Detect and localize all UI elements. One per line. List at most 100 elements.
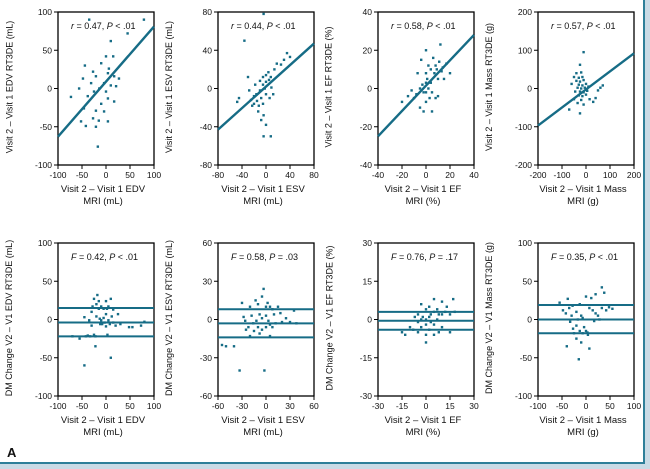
x-tick-label: -60	[212, 401, 225, 411]
y-tick-label: 0	[207, 315, 212, 325]
data-points	[69, 18, 146, 148]
regression-line	[377, 34, 475, 138]
y-axis-ticks: 100 50 0 -50 -100	[35, 7, 58, 170]
y-axis-label: DM Change V2 – V1 EDV RT3DE (mL)	[4, 239, 14, 397]
x-tick-label: 0	[424, 170, 429, 180]
agreement-lines	[378, 310, 474, 331]
scatter-plot-edv-correlation: -100 -50 0 50 100 100 50 0 -50 -100 r = 0.47, P < …	[35, 7, 161, 180]
y-axis-ticks: 40 20 0 -20 -40	[360, 7, 378, 170]
scatter-plot-mass-correlation: -200 -100 0 100 200 200 100 0 -100 -200 r = 0.57, …	[515, 7, 641, 180]
y-tick-label: 30	[363, 238, 373, 248]
y-tick-label: 15	[363, 276, 373, 286]
x-tick-label: 100	[147, 401, 161, 411]
figure-letter: A	[7, 445, 17, 460]
panel-mass-agreement: DM Change V2 – V1 Mass RT3DE (g) -100 -50…	[481, 232, 644, 454]
x-tick-label: -50	[556, 401, 569, 411]
y-tick-label: 40	[203, 45, 213, 55]
scatter-plot-grid: Visit 2 – Visit 1 EDV RT3DE (mL) -100 -50…	[1, 1, 644, 454]
x-axis-ticks: -100 -50 0 50 100	[49, 165, 161, 180]
stat-annotation: r = 0.58, P < .01	[391, 21, 456, 31]
y-tick-label: -40	[200, 122, 213, 132]
y-tick-label: 100	[518, 238, 532, 248]
data-points	[400, 43, 452, 113]
data-points	[71, 293, 146, 367]
x-axis-ticks: -80 -40 0 40 80	[212, 165, 319, 180]
x-tick-label: 100	[603, 170, 617, 180]
x-tick-label: 0	[424, 401, 429, 411]
x-axis-ticks: -30 -15 0 15 30	[372, 396, 479, 411]
data-points	[558, 286, 614, 361]
y-tick-label: -30	[200, 353, 213, 363]
x-axis-label: Visit 2 – Visit 1 EF MRI (%)	[384, 415, 462, 439]
scatter-plot-mass-agreement: -100 -50 0 50 100 100 50 0 -50 -100 F = 0.35, P < …	[515, 238, 641, 411]
x-axis-label: Visit 2 – Visit 1 EDV MRI (mL)	[60, 184, 146, 208]
y-tick-label: 0	[527, 84, 532, 94]
y-tick-label: 20	[363, 45, 373, 55]
x-tick-label: -15	[396, 401, 409, 411]
y-tick-label: 100	[38, 7, 52, 17]
y-tick-label: 0	[367, 315, 372, 325]
x-axis-ticks: -40 -20 0 20 40	[372, 165, 479, 180]
axis-box	[57, 11, 155, 166]
y-tick-label: 100	[38, 238, 52, 248]
y-tick-label: -100	[35, 391, 52, 401]
panel-esv-agreement: DM Change V2 – V1 ESV RT3DE (mL) -60 -30 0…	[161, 232, 321, 454]
scatter-plot-esv-agreement: -60 -30 0 30 60 60 30 0 -30 -60 F = 0.58, P = .03	[200, 238, 319, 411]
x-tick-label: 0	[264, 170, 269, 180]
x-tick-label: -80	[212, 170, 225, 180]
x-axis-ticks: -200 -100 0 100 200	[529, 165, 641, 180]
x-tick-label: -50	[76, 401, 89, 411]
x-tick-label: 0	[584, 170, 589, 180]
y-tick-label: -50	[40, 353, 53, 363]
y-tick-label: -40	[360, 160, 373, 170]
y-tick-label: -30	[360, 391, 373, 401]
x-tick-label: -30	[372, 401, 385, 411]
y-tick-label: -200	[515, 160, 532, 170]
agreement-lines	[538, 303, 634, 335]
x-tick-label: 30	[469, 401, 479, 411]
x-axis-label: Visit 2 – Visit 1 ESV MRI (mL)	[221, 184, 305, 208]
data-points	[400, 297, 456, 344]
x-tick-label: 0	[104, 170, 109, 180]
scatter-plot-ef-agreement: -30 -15 0 15 30 30 15 0 -15 -30 F = 0.76, P = .17	[360, 238, 479, 411]
x-axis-label: Visit 2 – Visit 1 ESV MRI (mL)	[221, 415, 305, 439]
x-axis-label: Visit 2 – Visit 1 EDV MRI (mL)	[60, 415, 146, 439]
y-tick-label: -20	[360, 122, 373, 132]
axis-box	[377, 11, 475, 166]
data-points	[236, 12, 292, 138]
x-tick-label: 0	[104, 401, 109, 411]
y-axis-label: Visit 2 – Visit 1 Mass RT3DE (g)	[484, 22, 495, 152]
y-tick-label: 80	[203, 7, 213, 17]
stat-annotation: F = 0.76, P = .17	[391, 252, 458, 262]
stat-annotation: r = 0.57, P < .01	[551, 21, 616, 31]
y-axis-ticks: 80 40 0 -40 -80	[200, 7, 218, 170]
x-tick-label: 20	[445, 170, 455, 180]
y-axis-label: DM Change V2 – V1 EF RT3DE (%)	[324, 245, 335, 391]
panel-edv-correlation: Visit 2 – Visit 1 EDV RT3DE (mL) -100 -50…	[1, 1, 161, 232]
x-tick-label: 0	[584, 401, 589, 411]
x-tick-label: -50	[76, 170, 89, 180]
y-axis-ticks: 60 30 0 -30 -60	[200, 238, 218, 401]
x-tick-label: -200	[529, 170, 546, 180]
y-tick-label: -100	[515, 122, 532, 132]
panel-esv-correlation: Visit 2 – Visit 1 ESV RT3DE (mL) -80 -40 0…	[161, 1, 321, 232]
x-tick-label: -30	[236, 401, 249, 411]
scatter-plot-edv-agreement: -100 -50 0 50 100 100 50 0 -50 -100 F = 0.42, P < …	[35, 238, 161, 411]
scatter-plot-esv-correlation: -80 -40 0 40 80 80 40 0 -40 -80 r = 0.44, P < .01	[200, 7, 319, 180]
x-tick-label: 200	[627, 170, 641, 180]
y-tick-label: 100	[518, 45, 532, 55]
agreement-lines	[218, 308, 314, 339]
y-axis-ticks: 200 100 0 -100 -200	[515, 7, 538, 170]
x-tick-label: -100	[49, 401, 66, 411]
y-tick-label: 30	[203, 276, 213, 286]
y-tick-label: 200	[518, 7, 532, 17]
x-tick-label: 100	[627, 401, 641, 411]
y-tick-label: -100	[515, 391, 532, 401]
stat-annotation: F = 0.58, P = .03	[231, 252, 298, 262]
y-tick-label: 50	[43, 276, 53, 286]
y-tick-label: 0	[527, 315, 532, 325]
scatter-plot-ef-correlation: -40 -20 0 20 40 40 20 0 -20 -40 r = 0.58, P < .01	[360, 7, 479, 180]
panel-ef-agreement: DM Change V2 – V1 EF RT3DE (%) -30 -15 0 15…	[321, 232, 481, 454]
x-tick-label: -100	[529, 401, 546, 411]
